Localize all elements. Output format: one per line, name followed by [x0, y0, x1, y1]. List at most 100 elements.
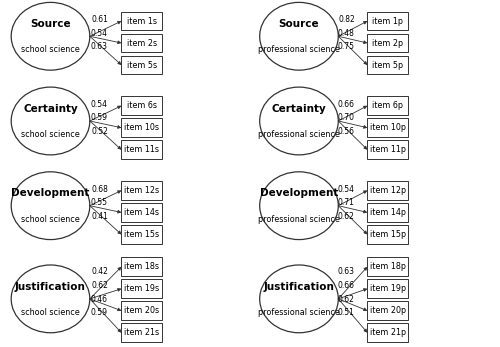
Text: school science: school science	[21, 130, 80, 139]
Ellipse shape	[260, 265, 338, 333]
Text: 0.71: 0.71	[338, 198, 355, 207]
Text: item 12p: item 12p	[370, 186, 406, 195]
Text: professional science: professional science	[258, 308, 340, 317]
Text: 0.66: 0.66	[338, 281, 355, 290]
Text: 0.70: 0.70	[338, 113, 355, 122]
Text: 0.54: 0.54	[338, 185, 355, 194]
Text: 0.51: 0.51	[338, 308, 355, 317]
FancyBboxPatch shape	[368, 34, 408, 52]
Text: item 11p: item 11p	[370, 145, 406, 154]
Text: item 2s: item 2s	[126, 39, 157, 48]
Text: item 1p: item 1p	[372, 17, 403, 26]
FancyBboxPatch shape	[368, 141, 408, 159]
Text: item 15s: item 15s	[124, 230, 160, 239]
Text: item 10s: item 10s	[124, 123, 160, 132]
Text: item 1s: item 1s	[127, 17, 157, 26]
Ellipse shape	[260, 2, 338, 70]
FancyBboxPatch shape	[368, 257, 408, 276]
Text: Development: Development	[260, 188, 338, 198]
Text: item 12s: item 12s	[124, 186, 160, 195]
Text: 0.63: 0.63	[91, 42, 108, 51]
Text: item 6p: item 6p	[372, 101, 403, 110]
Text: item 14s: item 14s	[124, 208, 160, 217]
Text: Source: Source	[30, 19, 71, 29]
Text: 0.66: 0.66	[338, 100, 355, 109]
FancyBboxPatch shape	[122, 96, 162, 115]
FancyBboxPatch shape	[122, 225, 162, 244]
FancyBboxPatch shape	[368, 181, 408, 200]
Text: Source: Source	[278, 19, 320, 29]
Text: 0.63: 0.63	[338, 267, 355, 276]
Text: 0.41: 0.41	[91, 212, 108, 221]
Text: item 5s: item 5s	[126, 61, 157, 69]
FancyBboxPatch shape	[122, 12, 162, 30]
FancyBboxPatch shape	[122, 203, 162, 222]
FancyBboxPatch shape	[122, 141, 162, 159]
Text: professional science: professional science	[258, 130, 340, 139]
Ellipse shape	[260, 87, 338, 155]
Ellipse shape	[11, 2, 90, 70]
Text: 0.82: 0.82	[338, 15, 355, 24]
Text: 0.54: 0.54	[91, 29, 108, 38]
Text: school science: school science	[21, 308, 80, 317]
FancyBboxPatch shape	[368, 56, 408, 74]
FancyBboxPatch shape	[368, 302, 408, 320]
Text: 0.56: 0.56	[338, 127, 355, 136]
Text: 0.61: 0.61	[91, 15, 108, 24]
Text: professional science: professional science	[258, 215, 340, 224]
FancyBboxPatch shape	[122, 302, 162, 320]
Text: item 21p: item 21p	[370, 328, 406, 337]
Text: item 14p: item 14p	[370, 208, 406, 217]
Text: Development: Development	[12, 188, 90, 198]
Text: item 15p: item 15p	[370, 230, 406, 239]
Text: item 18s: item 18s	[124, 262, 160, 271]
Text: Justification: Justification	[264, 282, 334, 292]
Text: item 6s: item 6s	[127, 101, 157, 110]
Text: 0.62: 0.62	[338, 295, 355, 304]
Ellipse shape	[11, 265, 90, 333]
Ellipse shape	[260, 172, 338, 239]
Text: 0.52: 0.52	[91, 127, 108, 136]
FancyBboxPatch shape	[122, 118, 162, 137]
Ellipse shape	[11, 87, 90, 155]
Text: 0.54: 0.54	[91, 100, 108, 109]
Text: item 5p: item 5p	[372, 61, 404, 69]
Text: 0.59: 0.59	[91, 113, 108, 122]
FancyBboxPatch shape	[122, 323, 162, 342]
Text: item 19s: item 19s	[124, 284, 160, 293]
Text: 0.62: 0.62	[338, 212, 355, 221]
Text: Certainty: Certainty	[23, 104, 78, 114]
FancyBboxPatch shape	[368, 279, 408, 298]
Text: school science: school science	[21, 215, 80, 224]
Text: 0.68: 0.68	[91, 185, 108, 194]
Text: 0.55: 0.55	[91, 198, 108, 207]
FancyBboxPatch shape	[122, 56, 162, 74]
Text: 0.48: 0.48	[338, 29, 355, 38]
FancyBboxPatch shape	[122, 279, 162, 298]
FancyBboxPatch shape	[368, 225, 408, 244]
Text: 0.46: 0.46	[91, 295, 108, 304]
Text: school science: school science	[21, 45, 80, 54]
Text: item 10p: item 10p	[370, 123, 406, 132]
Text: 0.42: 0.42	[91, 267, 108, 276]
Text: item 2p: item 2p	[372, 39, 404, 48]
FancyBboxPatch shape	[368, 12, 408, 30]
Text: 0.62: 0.62	[91, 281, 108, 290]
Text: professional science: professional science	[258, 45, 340, 54]
Text: item 20p: item 20p	[370, 306, 406, 315]
Text: 0.59: 0.59	[91, 308, 108, 317]
FancyBboxPatch shape	[122, 181, 162, 200]
Text: Certainty: Certainty	[272, 104, 326, 114]
Text: 0.75: 0.75	[338, 42, 355, 51]
Text: Justification: Justification	[15, 282, 86, 292]
FancyBboxPatch shape	[122, 34, 162, 52]
FancyBboxPatch shape	[368, 96, 408, 115]
Text: item 21s: item 21s	[124, 328, 160, 337]
Text: item 11s: item 11s	[124, 145, 160, 154]
Text: item 18p: item 18p	[370, 262, 406, 271]
Text: item 20s: item 20s	[124, 306, 160, 315]
Text: item 19p: item 19p	[370, 284, 406, 293]
FancyBboxPatch shape	[368, 323, 408, 342]
FancyBboxPatch shape	[368, 118, 408, 137]
FancyBboxPatch shape	[122, 257, 162, 276]
